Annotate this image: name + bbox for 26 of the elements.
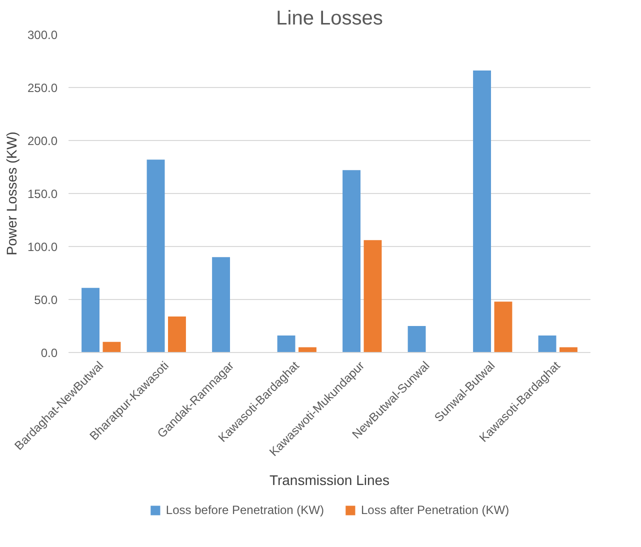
y-axis-title: Power Losses (KW) (3, 132, 20, 256)
x-axis-title: Transmission Lines (269, 472, 390, 488)
bar (277, 336, 296, 352)
bar (342, 170, 360, 352)
legend-label: Loss before Penetration (KW) (166, 503, 324, 517)
bar (168, 316, 186, 352)
y-tick-label: 0.0 (40, 346, 58, 360)
bar (102, 342, 121, 352)
bar (408, 326, 426, 352)
y-tick-label: 100.0 (27, 240, 58, 254)
bar (560, 347, 578, 352)
bar (538, 336, 556, 352)
y-tick-label: 250.0 (27, 81, 58, 95)
bar (82, 288, 100, 352)
bar (364, 240, 382, 352)
y-tick-label: 200.0 (27, 134, 58, 148)
bar (212, 257, 230, 352)
bar (494, 302, 512, 352)
bar (298, 347, 316, 352)
chart-title: Line Losses (276, 8, 383, 30)
y-tick-label: 300.0 (27, 28, 58, 42)
bar (146, 160, 165, 352)
legend-label: Loss after Penetration (KW) (361, 503, 510, 517)
bar (473, 70, 491, 352)
y-tick-label: 150.0 (27, 187, 58, 201)
y-tick-label: 50.0 (34, 293, 58, 307)
